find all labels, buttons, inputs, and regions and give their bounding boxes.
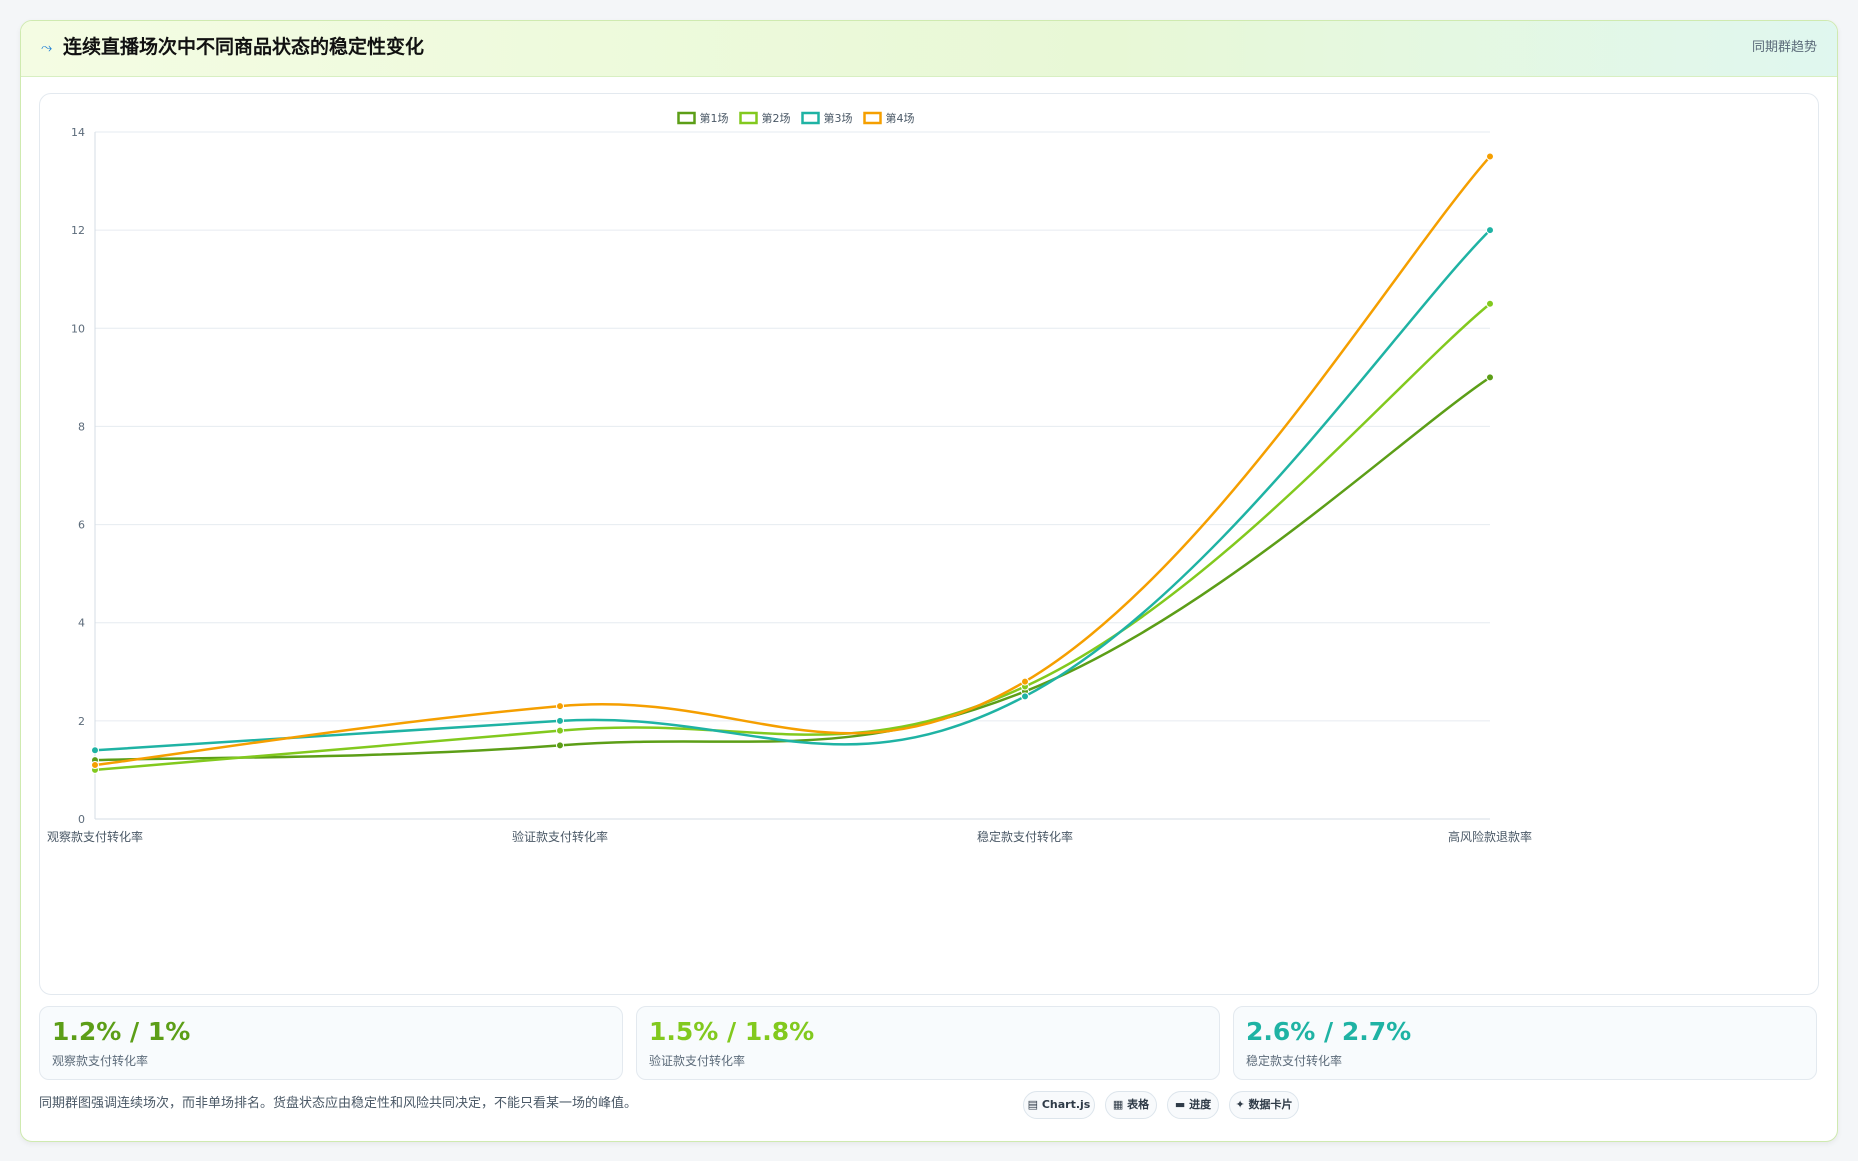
y-tick-label: 2	[78, 715, 85, 728]
trend-icon: ⤳	[41, 40, 53, 56]
series-line	[94, 155, 1491, 767]
legend-swatch	[863, 111, 882, 125]
legend-label: 第3场	[824, 111, 853, 125]
data-point	[556, 702, 564, 711]
stat-label: 验证款支付转化率	[649, 1054, 746, 1068]
y-tick-label: 4	[78, 617, 85, 630]
legend-label: 第4场	[886, 111, 915, 125]
data-point	[1021, 677, 1029, 686]
x-tick-label: 验证款支付转化率	[512, 829, 608, 844]
data-point	[1486, 152, 1494, 161]
chart-title: 连续直播场次中不同商品状态的稳定性变化	[63, 36, 425, 58]
data-point	[91, 761, 99, 770]
chart-area: 0 2 4 6 8 10 12 14 观察款支付转化率 验证款支付转化率 稳定款支付转化率 高风险款退…	[39, 93, 1819, 995]
data-point	[556, 726, 564, 735]
legend-label: 第1场	[700, 111, 729, 125]
header-right-label: 同期群趋势	[1751, 40, 1817, 55]
footnote: 同期群图强调连续场次，而非单场排名。货盘状态应由稳定性和风险共同决定，不能只看某…	[39, 1096, 638, 1111]
data-point	[1486, 373, 1494, 382]
y-tick-label: 10	[71, 322, 85, 335]
legend-label: 第2场	[762, 111, 791, 125]
x-tick-label: 稳定款支付转化率	[977, 829, 1073, 844]
data-point	[1486, 299, 1494, 308]
chart-card: ⤳ 连续直播场次中不同商品状态的稳定性变化 同期群趋势 0 2 4 6 8 10 12 14 观…	[20, 20, 1838, 1142]
y-tick-label: 14	[71, 126, 85, 139]
series-line	[94, 302, 1491, 772]
pill-chartjs[interactable]: ▤ Chart.js	[1023, 1091, 1095, 1119]
y-tick-label: 12	[71, 224, 85, 237]
y-tick-label: 0	[78, 813, 85, 826]
stat-card: 2.6% / 2.7% 稳定款支付转化率	[1233, 1006, 1817, 1080]
stat-label: 稳定款支付转化率	[1246, 1054, 1343, 1068]
legend-swatch	[677, 111, 696, 125]
stat-card: 1.2% / 1% 观察款支付转化率	[39, 1006, 623, 1080]
x-tick-label: 高风险款退款率	[1448, 829, 1532, 844]
legend-swatch	[739, 111, 758, 125]
data-point	[1021, 692, 1029, 701]
data-point	[556, 716, 564, 725]
stat-value: 1.5% / 1.8%	[649, 1017, 815, 1046]
data-point	[1486, 226, 1494, 235]
card-header: ⤳ 连续直播场次中不同商品状态的稳定性变化 同期群趋势	[21, 21, 1837, 77]
pill-table[interactable]: ▦ 表格	[1105, 1091, 1157, 1119]
series-line	[94, 229, 1491, 752]
stats-row: 1.2% / 1% 观察款支付转化率 1.5% / 1.8% 验证款支付转化率 …	[39, 1006, 1817, 1080]
stat-value: 2.6% / 2.7%	[1246, 1017, 1412, 1046]
y-tick-label: 6	[78, 519, 85, 532]
x-tick-label: 观察款支付转化率	[47, 829, 143, 844]
data-point	[91, 746, 99, 755]
line-chart: 0 2 4 6 8 10 12 14 观察款支付转化率 验证款支付转化率 稳定款支付转化率 高风险款退…	[47, 111, 1532, 844]
stat-card: 1.5% / 1.8% 验证款支付转化率	[636, 1006, 1220, 1080]
series-line	[94, 376, 1491, 762]
y-tick-label: 8	[78, 420, 85, 433]
pill-progress[interactable]: ▬ 进度	[1167, 1091, 1219, 1119]
legend-swatch	[801, 111, 820, 125]
data-point	[556, 741, 564, 750]
stat-value: 1.2% / 1%	[52, 1017, 191, 1046]
pill-data-card[interactable]: ✦ 数据卡片	[1229, 1091, 1299, 1119]
stat-label: 观察款支付转化率	[52, 1054, 149, 1068]
